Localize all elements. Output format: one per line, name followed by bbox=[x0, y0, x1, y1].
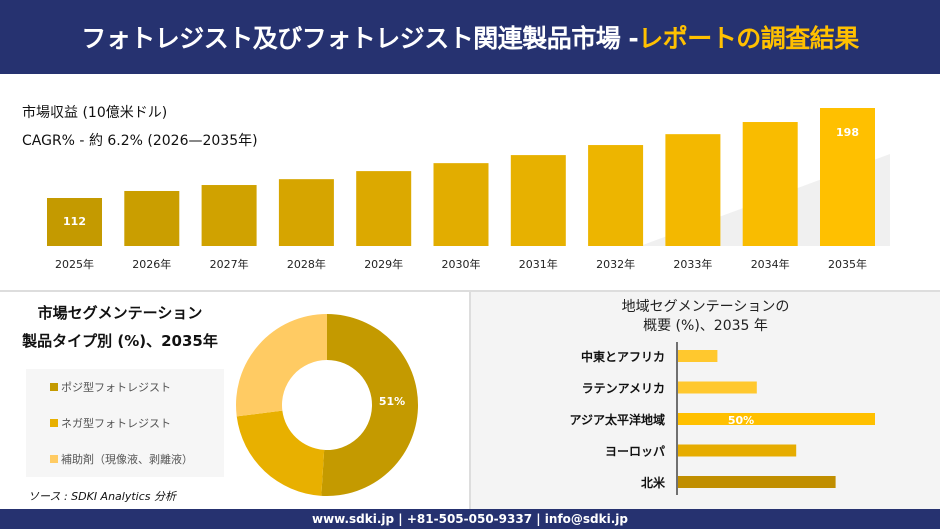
x-tick-label: 2030年 bbox=[442, 257, 481, 271]
x-tick-label: 2033年 bbox=[673, 257, 712, 271]
revenue-bar bbox=[356, 171, 412, 246]
data-label: 198 bbox=[836, 126, 859, 139]
segment-title-line2: 製品タイプ別 (%)、2035年 bbox=[22, 332, 218, 350]
x-tick-label: 2028年 bbox=[287, 257, 326, 271]
revenue-bar bbox=[201, 185, 257, 246]
region-bar bbox=[678, 350, 718, 362]
y-tick-label: 北米 bbox=[641, 475, 666, 490]
donut-legend: ポジ型フォトレジスト ネガ型フォトレジスト 補助剤（現像液、剥離液） bbox=[26, 369, 224, 477]
x-tick-label: 2026年 bbox=[132, 257, 171, 271]
x-tick-label: 2031年 bbox=[519, 257, 558, 271]
region-title-line1: 地域セグメンテーションの bbox=[621, 299, 790, 315]
header-banner: フォトレジスト及びフォトレジスト関連製品市場 - レポートの調査結果 bbox=[0, 0, 940, 74]
y-tick-label: ヨーロッパ bbox=[605, 445, 665, 459]
page-title-accent: レポートの調査結果 bbox=[638, 24, 859, 53]
region-bar bbox=[678, 476, 836, 488]
region-bar bbox=[678, 444, 797, 457]
legend-label: ポジ型フォトレジスト bbox=[61, 381, 171, 394]
data-label: 112 bbox=[63, 215, 86, 228]
region-title: 地域セグメンテーションの 概要 (%)、2035 年 bbox=[471, 298, 940, 336]
donut-slice bbox=[236, 410, 325, 496]
revenue-bar bbox=[742, 122, 798, 246]
region-bar bbox=[678, 381, 757, 394]
y-tick-label: ラテンアメリカ bbox=[582, 382, 665, 396]
revenue-bar bbox=[278, 179, 334, 246]
x-tick-label: 2032年 bbox=[596, 257, 635, 271]
revenue-bar bbox=[820, 108, 875, 246]
legend-swatch bbox=[50, 419, 58, 427]
region-title-line2: 概要 (%)、2035 年 bbox=[643, 318, 768, 334]
x-tick-label: 2027年 bbox=[210, 257, 249, 271]
legend-swatch bbox=[50, 383, 58, 391]
revenue-bar bbox=[124, 190, 180, 246]
legend-label: 補助剤（現像液、剥離液） bbox=[61, 453, 193, 466]
revenue-bar bbox=[665, 134, 721, 246]
legend-item: 補助剤（現像液、剥離液） bbox=[50, 451, 193, 467]
product-segment-panel: 市場セグメンテーション 製品タイプ別 (%)、2035年 ポジ型フォトレジスト … bbox=[0, 292, 469, 509]
revenue-bar bbox=[510, 155, 566, 246]
y-tick-label: アジア太平洋地域 bbox=[569, 412, 665, 427]
revenue-bar bbox=[588, 145, 644, 246]
revenue-chart-panel: 市場収益 (10億米ドル) CAGR% - 約 6.2% (2026—2035年… bbox=[0, 74, 940, 290]
revenue-bar bbox=[433, 163, 489, 246]
revenue-label: 市場収益 (10億米ドル) bbox=[22, 105, 168, 121]
donut-slice bbox=[321, 314, 419, 496]
legend-label: ネガ型フォトレジスト bbox=[61, 417, 171, 430]
divider bbox=[0, 290, 940, 292]
legend-item: ポジ型フォトレジスト bbox=[50, 379, 171, 395]
divider bbox=[469, 292, 471, 509]
x-tick-label: 2034年 bbox=[751, 257, 790, 271]
revenue-bar bbox=[47, 198, 102, 246]
region-segment-panel: 地域セグメンテーションの 概要 (%)、2035 年 中東とアフリカ ラテンアメリ… bbox=[471, 292, 940, 509]
legend-swatch bbox=[50, 455, 58, 463]
footer-contact: www.sdki.jp | +81-505-050-9337 | info@sd… bbox=[0, 509, 940, 529]
x-tick-label: 2035年 bbox=[828, 257, 867, 271]
x-tick-label: 2029年 bbox=[364, 257, 403, 271]
legend-item: ネガ型フォトレジスト bbox=[50, 415, 171, 431]
segment-title-line1: 市場セグメンテーション bbox=[37, 304, 203, 322]
x-tick-label: 2025年 bbox=[55, 257, 94, 271]
data-label: 50% bbox=[728, 414, 754, 427]
region-bar bbox=[678, 413, 875, 425]
y-tick-label: 中東とアフリカ bbox=[581, 349, 665, 364]
donut-slice bbox=[235, 314, 327, 417]
page-title: フォトレジスト及びフォトレジスト関連製品市場 - bbox=[81, 24, 639, 53]
product-donut-chart: 51% bbox=[235, 314, 419, 496]
source-note: ソース : SDKI Analytics 分析 bbox=[28, 490, 177, 503]
cagr-label: CAGR% - 約 6.2% (2026—2035年) bbox=[22, 133, 258, 149]
revenue-bar-chart: 2025年 112 2026年 2027年 2028年 2029年 2030年 2031年 20… bbox=[47, 108, 890, 271]
data-label: 51% bbox=[379, 395, 405, 408]
